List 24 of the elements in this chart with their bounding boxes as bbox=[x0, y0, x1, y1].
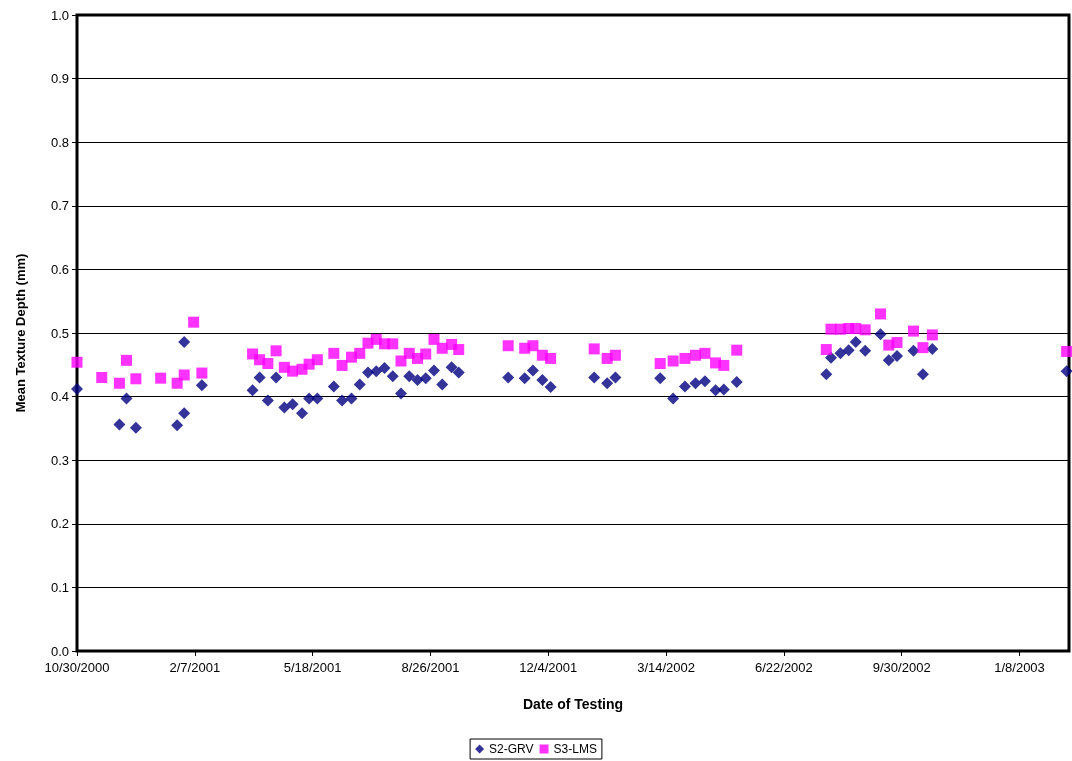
y-tick-label: 0.7 bbox=[50, 198, 69, 214]
y-tick-label: 0.9 bbox=[50, 71, 69, 87]
x-tick-label: 8/26/2001 bbox=[401, 660, 460, 675]
legend-label: S3-LMS bbox=[553, 742, 597, 756]
x-tick-label: 3/14/2002 bbox=[637, 660, 695, 675]
y-tick-label: 0.0 bbox=[50, 643, 69, 659]
y-tick-label: 0.1 bbox=[50, 579, 69, 595]
y-axis-title: Mean Texture Depth (mm) bbox=[13, 253, 28, 413]
x-axis-title: Date of Testing bbox=[522, 696, 624, 712]
y-tick-label: 0.3 bbox=[50, 452, 69, 468]
x-tick-label: 10/30/2000 bbox=[44, 660, 110, 675]
y-tick-label: 0.8 bbox=[50, 134, 69, 150]
y-tick-label: 0.4 bbox=[50, 389, 69, 405]
legend-label: S2-GRV bbox=[489, 742, 534, 756]
y-tick-label: 1.0 bbox=[50, 7, 69, 23]
x-tick-label: 9/30/2002 bbox=[872, 660, 931, 675]
x-tick-label: 2/7/2001 bbox=[169, 660, 221, 675]
x-tick-label: 5/18/2001 bbox=[283, 660, 342, 675]
y-tick-label: 0.5 bbox=[50, 325, 69, 341]
x-tick-label: 6/22/2002 bbox=[754, 660, 813, 675]
x-tick-label: 12/4/2001 bbox=[519, 660, 578, 675]
y-tick-label: 0.6 bbox=[50, 261, 69, 277]
x-tick-label: 1/8/2003 bbox=[994, 660, 1045, 675]
y-tick-label: 0.2 bbox=[50, 516, 69, 532]
